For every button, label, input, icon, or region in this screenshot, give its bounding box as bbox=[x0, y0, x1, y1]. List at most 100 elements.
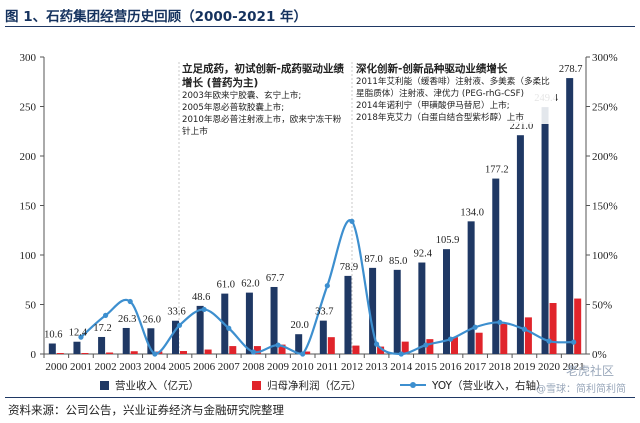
annotation-line: 2018年克艾力（白蛋白结合型紫杉醇）上市 bbox=[356, 113, 524, 123]
y-tick-label: 0 bbox=[31, 349, 37, 361]
revenue-data-label: 10.6 bbox=[44, 330, 62, 341]
legend-swatch-profit bbox=[252, 381, 261, 390]
revenue-data-label: 78.9 bbox=[340, 262, 358, 273]
y-tick-label: 50 bbox=[25, 300, 37, 312]
yoy-point bbox=[152, 351, 158, 357]
watermark: @雪球：简利简利简 bbox=[536, 384, 626, 395]
profit-bar bbox=[180, 351, 187, 354]
x-tick-label: 2007 bbox=[218, 361, 241, 373]
yoy-point bbox=[300, 351, 306, 357]
revenue-data-label: 177.2 bbox=[485, 165, 509, 176]
legend-label: YOY（营业收入，右轴） bbox=[432, 380, 547, 392]
x-tick-label: 2013 bbox=[366, 361, 389, 373]
yoy-point bbox=[324, 283, 330, 289]
y2-tick-label: 200% bbox=[592, 151, 618, 163]
revenue-bar bbox=[344, 275, 352, 354]
profit-bar bbox=[106, 352, 114, 354]
x-tick-label: 2000 bbox=[45, 361, 68, 373]
x-tick-label: 2019 bbox=[513, 361, 536, 373]
revenue-bar bbox=[319, 320, 327, 354]
revenue-bar bbox=[566, 78, 574, 354]
x-tick-label: 2001 bbox=[70, 361, 92, 373]
revenue-data-label: 62.0 bbox=[241, 279, 259, 290]
annotation-line: 2003年欧来宁胶囊、玄宁上市; bbox=[182, 91, 302, 101]
revenue-data-label: 105.9 bbox=[436, 235, 460, 246]
y2-tick-label: 50% bbox=[592, 300, 612, 312]
legend-swatch-revenue bbox=[100, 381, 109, 390]
profit-bar bbox=[574, 298, 582, 354]
profit-bar bbox=[327, 337, 335, 354]
yoy-point bbox=[349, 218, 355, 224]
legend-item-profit: 归母净利润（亿元） bbox=[252, 378, 362, 393]
revenue-bar bbox=[73, 341, 81, 354]
profit-bar bbox=[524, 317, 532, 354]
yoy-point bbox=[546, 338, 552, 344]
x-tick-label: 2002 bbox=[95, 361, 117, 373]
revenue-data-label: 61.0 bbox=[217, 280, 235, 291]
revenue-bar bbox=[418, 262, 426, 354]
revenue-data-label: 92.4 bbox=[414, 249, 433, 260]
yoy-point bbox=[78, 334, 84, 340]
y-tick-label: 150 bbox=[20, 201, 37, 213]
revenue-data-label: 48.6 bbox=[192, 292, 210, 303]
profit-bar bbox=[303, 351, 311, 354]
x-tick-label: 2004 bbox=[144, 361, 167, 373]
source-rule bbox=[5, 397, 635, 398]
revenue-data-label: 33.6 bbox=[167, 307, 185, 318]
watermark-brand: 老虎社区 bbox=[566, 364, 615, 378]
x-tick-label: 2006 bbox=[193, 361, 216, 373]
legend-item-yoy: YOY（营业收入，右轴） bbox=[400, 378, 546, 393]
yoy-point bbox=[472, 324, 478, 330]
y2-tick-label: 150% bbox=[592, 201, 618, 213]
yoy-point bbox=[373, 341, 380, 347]
profit-bar bbox=[130, 351, 138, 354]
annotation-heading: 深化创新-创新品种驱动业绩增长 bbox=[356, 63, 508, 75]
profit-bar bbox=[475, 332, 483, 354]
profit-bar bbox=[253, 346, 261, 354]
yoy-point bbox=[521, 326, 528, 332]
yoy-point bbox=[176, 322, 183, 328]
revenue-data-label: 26.0 bbox=[143, 314, 161, 325]
y2-tick-label: 100% bbox=[592, 250, 618, 262]
profit-bar bbox=[500, 323, 508, 354]
x-tick-label: 2015 bbox=[415, 361, 438, 373]
yoy-point bbox=[423, 342, 429, 348]
x-tick-label: 2017 bbox=[464, 361, 487, 373]
chart-legend: 营业收入（亿元） 归母净利润（亿元） YOY（营业收入，右轴） bbox=[100, 378, 600, 392]
x-tick-label: 2009 bbox=[267, 361, 290, 373]
yoy-point bbox=[201, 306, 207, 313]
revenue-bar bbox=[48, 343, 56, 354]
yoy-point bbox=[398, 351, 404, 357]
revenue-bar bbox=[196, 305, 204, 354]
yoy-point bbox=[127, 298, 133, 305]
yoy-point bbox=[102, 312, 109, 318]
revenue-bar bbox=[516, 135, 524, 354]
y-tick-label: 250 bbox=[20, 102, 37, 114]
source-note: 资料来源：公司公告，兴业证券经济与金融研究院整理 bbox=[8, 403, 284, 417]
yoy-point bbox=[571, 339, 577, 345]
annotation-line: 2011年艾利能（缓香啡）注射液、多美素（多柔比星脂质体）注射液、津优力 (PE… bbox=[356, 77, 550, 99]
annotation-line: 2005年恩必普软胶囊上市; bbox=[182, 103, 285, 113]
yoy-point bbox=[447, 336, 454, 342]
profit-bar bbox=[401, 341, 409, 354]
x-tick-label: 2005 bbox=[169, 361, 192, 373]
figure-title: 图 1、石药集团经营历史回顾（2000-2021 年） bbox=[5, 9, 308, 25]
revenue-data-label: 85.0 bbox=[389, 256, 407, 267]
y2-tick-label: 0% bbox=[592, 349, 607, 361]
x-tick-label: 2010 bbox=[292, 361, 315, 373]
revenue-data-label: 134.0 bbox=[460, 207, 484, 218]
revenue-bar bbox=[270, 286, 278, 354]
revenue-bar bbox=[245, 292, 253, 354]
annotation-box-phase2: 深化创新-创新品种驱动业绩增长 2011年艾利能（缓香啡）注射液、多美素（多柔比… bbox=[356, 62, 556, 124]
revenue-bar bbox=[369, 267, 377, 354]
revenue-bar bbox=[98, 336, 106, 354]
x-tick-label: 2016 bbox=[440, 361, 463, 373]
x-tick-label: 2014 bbox=[390, 361, 413, 373]
revenue-data-label: 221.0 bbox=[510, 121, 534, 132]
revenue-data-label: 33.7 bbox=[315, 307, 333, 318]
annotation-box-phase1: 立足成药，初试创新-成药驱动业绩增长 (普药为主) 2003年欧来宁胶囊、玄宁上… bbox=[182, 62, 344, 138]
annotation-line: 2014年诺利宁（甲磺酸伊马替尼）上市; bbox=[356, 101, 510, 111]
profit-bar bbox=[56, 353, 64, 354]
x-tick-label: 2021 bbox=[563, 361, 585, 373]
revenue-bar bbox=[467, 221, 475, 354]
